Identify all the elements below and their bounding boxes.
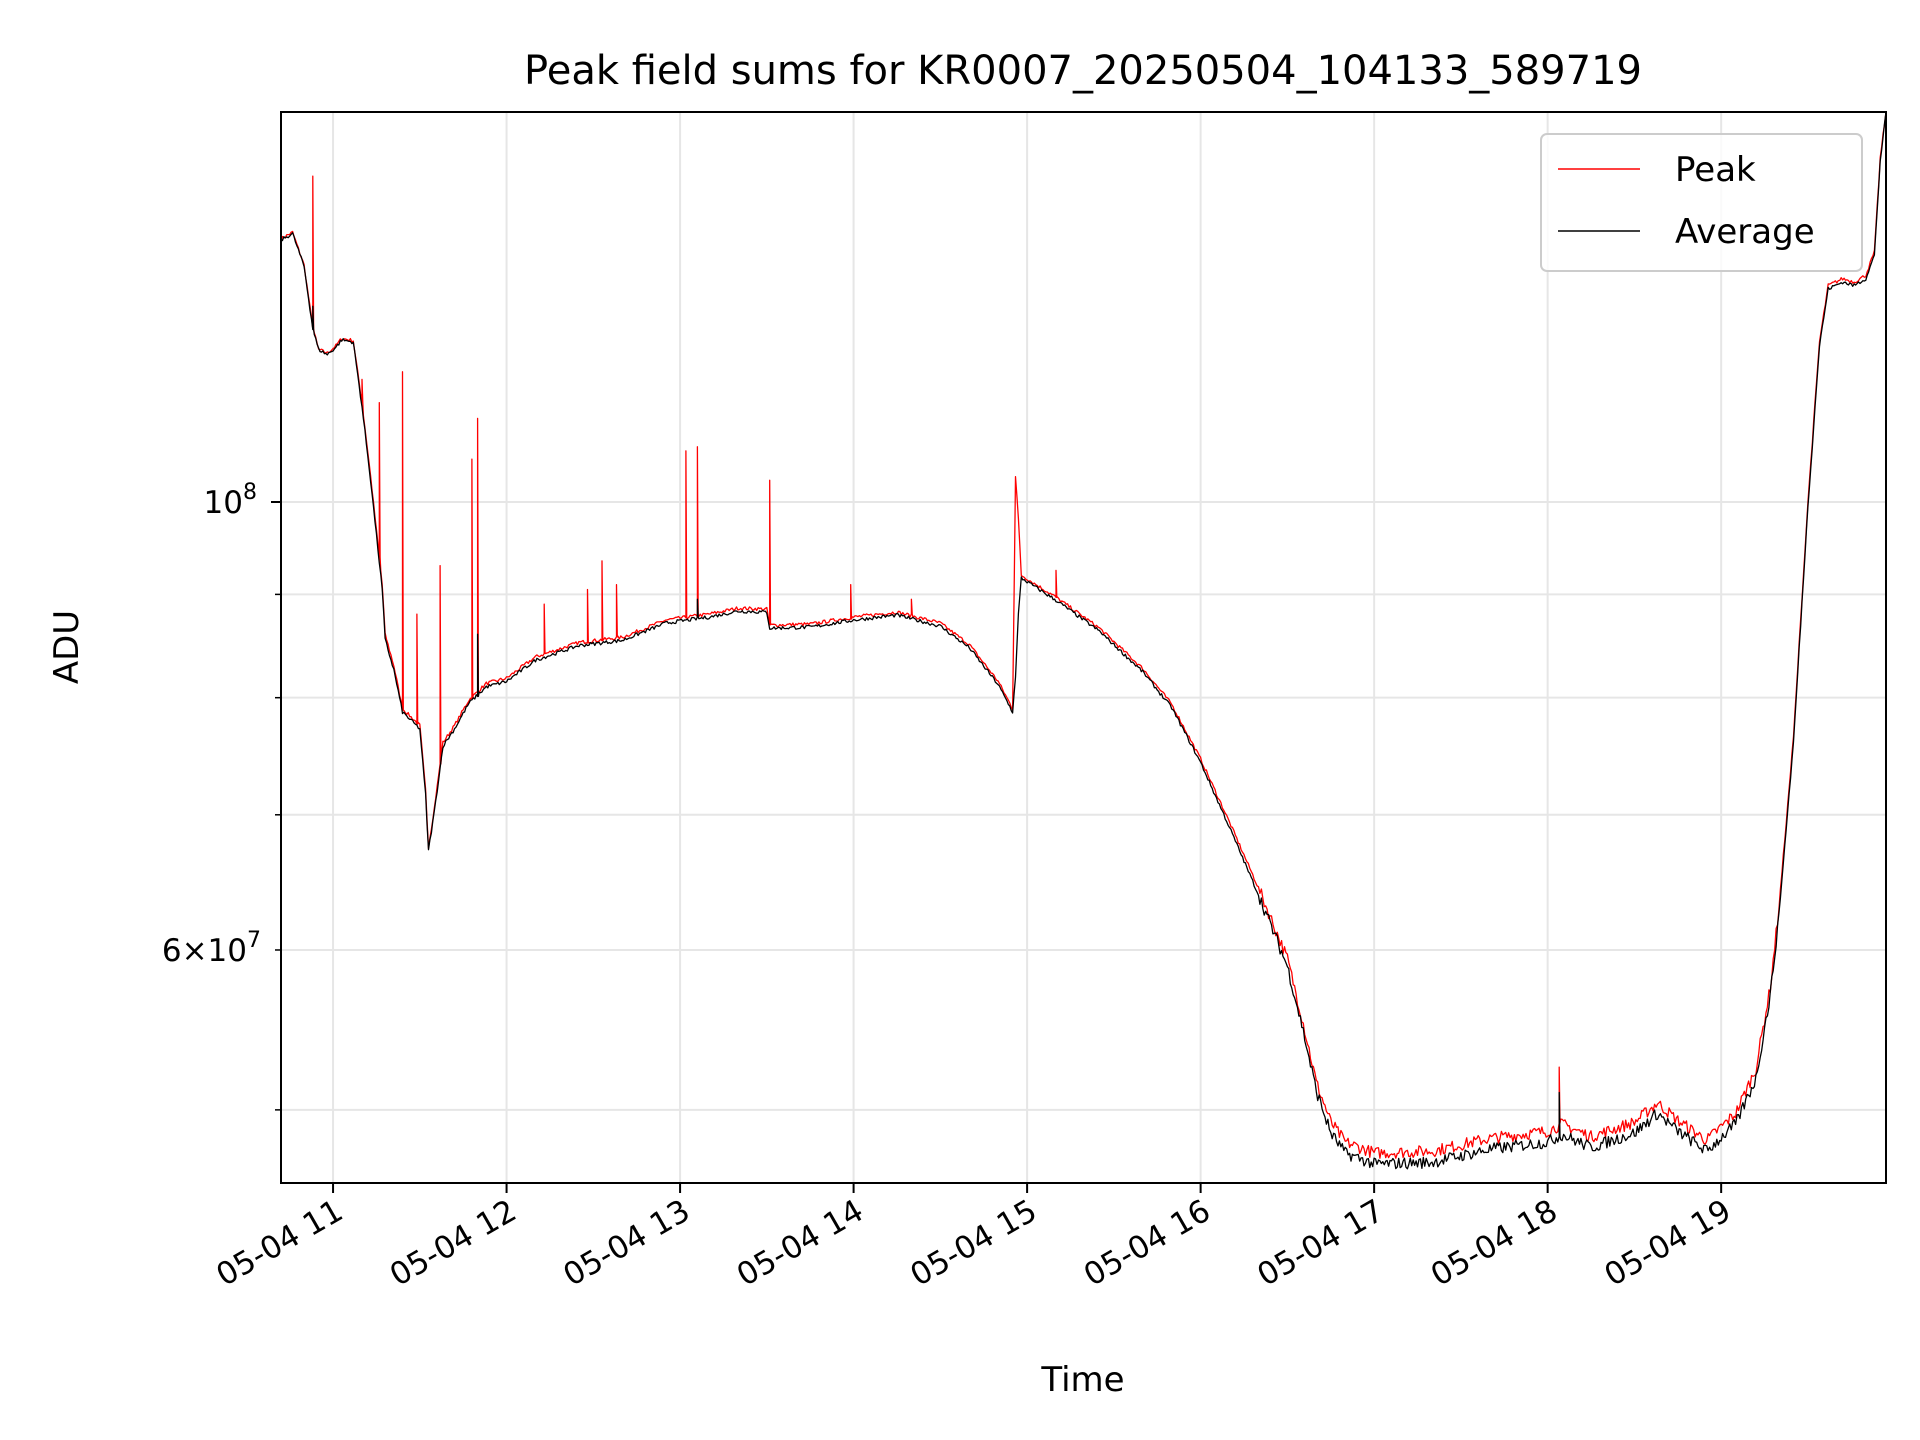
y-ticks: 108 6×107 <box>162 480 281 1111</box>
plot-frame <box>280 111 1887 1184</box>
legend-label-average: Average <box>1675 212 1815 252</box>
chart-title: Peak field sums for KR0007_20250504_1041… <box>524 48 1642 94</box>
x-axis-label: Time <box>1040 1360 1124 1400</box>
y-tick-label: 6×107 <box>162 928 261 969</box>
y-axis-label: ADU <box>47 610 87 684</box>
series-line-peak <box>281 112 1886 1159</box>
series-line-average <box>281 112 1886 1170</box>
plot-series <box>281 112 1886 1170</box>
grid <box>281 112 1886 1183</box>
legend-label-peak: Peak <box>1675 150 1756 190</box>
legend: Peak Average <box>1540 133 1863 272</box>
y-tick-label: 108 <box>204 480 257 521</box>
